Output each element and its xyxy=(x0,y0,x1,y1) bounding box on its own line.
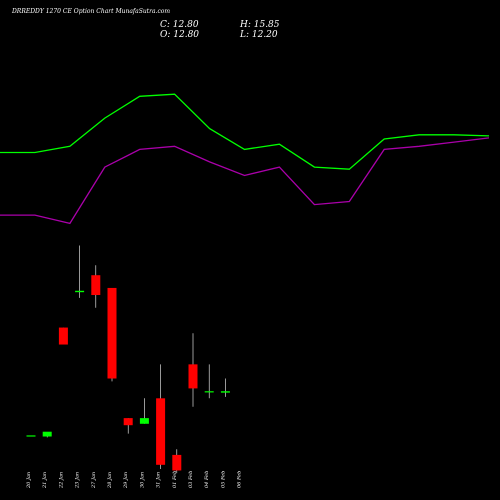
candle xyxy=(91,265,101,308)
x-tick-label: 30 Jan xyxy=(139,472,145,488)
x-tick-label: 29 Jan xyxy=(123,472,129,489)
candle xyxy=(26,435,36,437)
candle-body xyxy=(107,287,117,379)
candle xyxy=(220,378,230,397)
x-tick-label: 22 Jan xyxy=(58,472,64,489)
candle xyxy=(42,431,52,438)
candle-body xyxy=(75,290,85,293)
low-value: L: 12.20 xyxy=(240,30,278,40)
candle-body xyxy=(172,454,182,471)
candle-body xyxy=(139,418,149,424)
candle-body xyxy=(123,418,133,426)
x-tick-label: 28 Jan xyxy=(107,472,113,489)
candle-body xyxy=(220,391,230,393)
x-tick-label: 31 Jan xyxy=(156,472,162,488)
x-tick-label: 06 Feb xyxy=(237,471,243,488)
x-tick-label: 27 Jan xyxy=(91,472,97,489)
band-layer xyxy=(0,93,490,225)
x-tick-label: 21 Jan xyxy=(42,472,48,489)
x-tick-label: 05 Feb xyxy=(220,471,226,488)
candle-body xyxy=(91,275,101,296)
candle-body xyxy=(204,391,214,393)
candle-body xyxy=(26,435,36,437)
upper-band-line xyxy=(0,93,490,170)
x-tick-label: 23 Jan xyxy=(75,472,81,489)
x-tick-label: 20 Jan xyxy=(26,472,32,489)
open-value: O: 12.80 xyxy=(160,30,200,40)
high-value: H: 15.85 xyxy=(240,20,280,30)
x-tick-label: 04 Feb xyxy=(204,471,210,488)
candle-body xyxy=(156,398,166,465)
x-tick-label: 03 Feb xyxy=(188,471,194,488)
candle xyxy=(139,398,149,424)
candle xyxy=(204,364,214,399)
candle-body xyxy=(188,364,198,389)
x-tick-label: 01 Feb xyxy=(172,471,178,488)
candle-body xyxy=(42,431,52,437)
candle xyxy=(107,287,117,382)
candle-layer xyxy=(26,245,230,474)
candle xyxy=(58,327,68,345)
candle xyxy=(156,364,166,470)
close-value: C: 12.80 xyxy=(160,20,199,30)
candle-body xyxy=(58,327,68,345)
candle xyxy=(188,333,198,407)
candle xyxy=(75,245,85,298)
candle xyxy=(172,449,182,474)
candle xyxy=(123,418,133,434)
chart-title: DRREDDY 1270 CE Option Chart MunafaSutra… xyxy=(12,8,171,15)
lower-band-line xyxy=(0,137,490,225)
x-axis-labels: 20 Jan 21 Jan 22 Jan 23 Jan 27 Jan 28 Jan 29 J… xyxy=(26,471,243,489)
